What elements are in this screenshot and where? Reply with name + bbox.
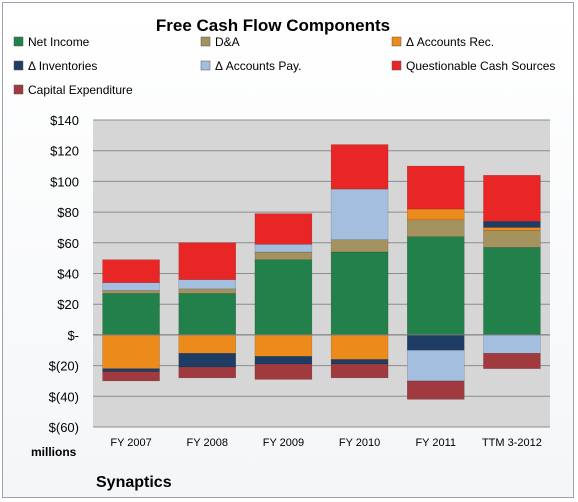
legend-swatch-inventories [13, 60, 24, 71]
y-tick-label: $100 [50, 174, 79, 189]
bar-segment-d-a [102, 290, 160, 294]
y-tick-label: $(20) [49, 359, 79, 374]
bar-segment-net-income [178, 293, 236, 336]
bar-segment-net-income [102, 293, 160, 336]
y-tick-label: $(40) [49, 389, 79, 404]
plot-area: $140 $120 $100 $80 $60 $40 $20 $- $(20) $(40) $(60… [49, 113, 550, 449]
legend-swatch-d-a [200, 36, 211, 47]
chart-title: Free Cash Flow Components [156, 16, 390, 35]
bar-segment-d-a [483, 230, 541, 248]
bar-segment-d-a [407, 219, 465, 237]
x-tick-label: FY 2010 [339, 437, 380, 449]
bar-segment-net-income [330, 251, 389, 336]
bar-segment-accounts-rec [483, 227, 541, 231]
bar-segment-inventories [330, 359, 389, 365]
company-name: Synaptics [96, 474, 172, 491]
y-tick-label: $20 [57, 297, 79, 312]
bar-segment-inventories [102, 368, 160, 372]
y-units-label: millions [31, 445, 77, 459]
bar-segment-net-income [483, 247, 541, 336]
x-tick-label: FY 2011 [415, 437, 456, 449]
bar-segment-net-income [407, 236, 465, 336]
bar-segment-d-a [330, 239, 389, 253]
bar-segment-accounts-pay [254, 244, 313, 253]
bar-segment-accounts-pay [102, 282, 160, 291]
bar-segment-questionable-cash-sources [483, 175, 541, 222]
legend: Net Income D&A Δ Accounts Rec. Δ Inventorie… [13, 35, 555, 97]
bar-segment-inventories [254, 356, 313, 365]
bar-segment-accounts-pay [178, 279, 236, 290]
y-tick-label: $80 [57, 205, 79, 220]
x-tick-label: FY 2007 [110, 437, 151, 449]
legend-swatch-net-income [13, 36, 24, 47]
bar-segment-questionable-cash-sources [254, 213, 313, 245]
y-tick-label: $60 [57, 236, 79, 251]
legend-swatch-accounts-rec [391, 36, 402, 47]
bar-segment-net-income [254, 259, 313, 336]
y-tick-label: $40 [57, 267, 79, 282]
bar-segment-capital-expenditure [254, 363, 313, 380]
bar-segment-accounts-rec [407, 208, 465, 221]
bar-segment-questionable-cash-sources [102, 259, 160, 283]
bar-segment-capital-expenditure [483, 353, 541, 369]
bar-segment-accounts-pay [330, 188, 389, 240]
legend-label-d-a: D&A [215, 35, 240, 49]
bar-segment-questionable-cash-sources [330, 144, 389, 190]
legend-label-inventories: Δ Inventories [28, 59, 97, 73]
x-tick-label: FY 2009 [263, 437, 304, 449]
bar-segment-accounts-rec [178, 334, 236, 354]
bar-segment-accounts-rec [254, 334, 313, 357]
bar-segment-capital-expenditure [330, 363, 389, 379]
y-tick-label: $(60) [49, 420, 79, 435]
y-tick-label: $- [67, 328, 79, 343]
bar-segment-accounts-pay [407, 350, 465, 382]
legend-label-capital-expenditure: Capital Expenditure [28, 83, 133, 97]
bar-segment-d-a [254, 251, 313, 260]
x-tick-label: FY 2008 [187, 437, 228, 449]
legend-swatch-questionable-cash-sources [391, 60, 402, 71]
bar-segment-d-a [178, 288, 236, 294]
bar-segment-capital-expenditure [102, 371, 160, 382]
legend-label-accounts-pay: Δ Accounts Pay. [215, 59, 302, 73]
legend-label-questionable-cash-sources: Questionable Cash Sources [406, 59, 555, 73]
bar-segment-questionable-cash-sources [407, 165, 465, 210]
legend-label-accounts-rec: Δ Accounts Rec. [406, 35, 494, 49]
x-tick-label: TTM 3-2012 [482, 437, 542, 449]
y-tick-label: $140 [50, 113, 79, 128]
bar-segment-inventories [407, 334, 465, 351]
bar-segment-accounts-rec [330, 334, 389, 360]
bar-segment-questionable-cash-sources [178, 242, 236, 280]
bar-segment-inventories [483, 221, 541, 228]
bar-segment-accounts-rec [102, 334, 160, 369]
bar-segment-capital-expenditure [178, 366, 236, 379]
legend-swatch-capital-expenditure [13, 84, 24, 95]
y-tick-label: $120 [50, 144, 79, 159]
legend-label-net-income: Net Income [28, 35, 90, 49]
bar-segment-inventories [178, 353, 236, 368]
bar-segment-accounts-pay [483, 334, 541, 354]
legend-swatch-accounts-pay [200, 60, 211, 71]
bar-segment-capital-expenditure [407, 380, 465, 400]
